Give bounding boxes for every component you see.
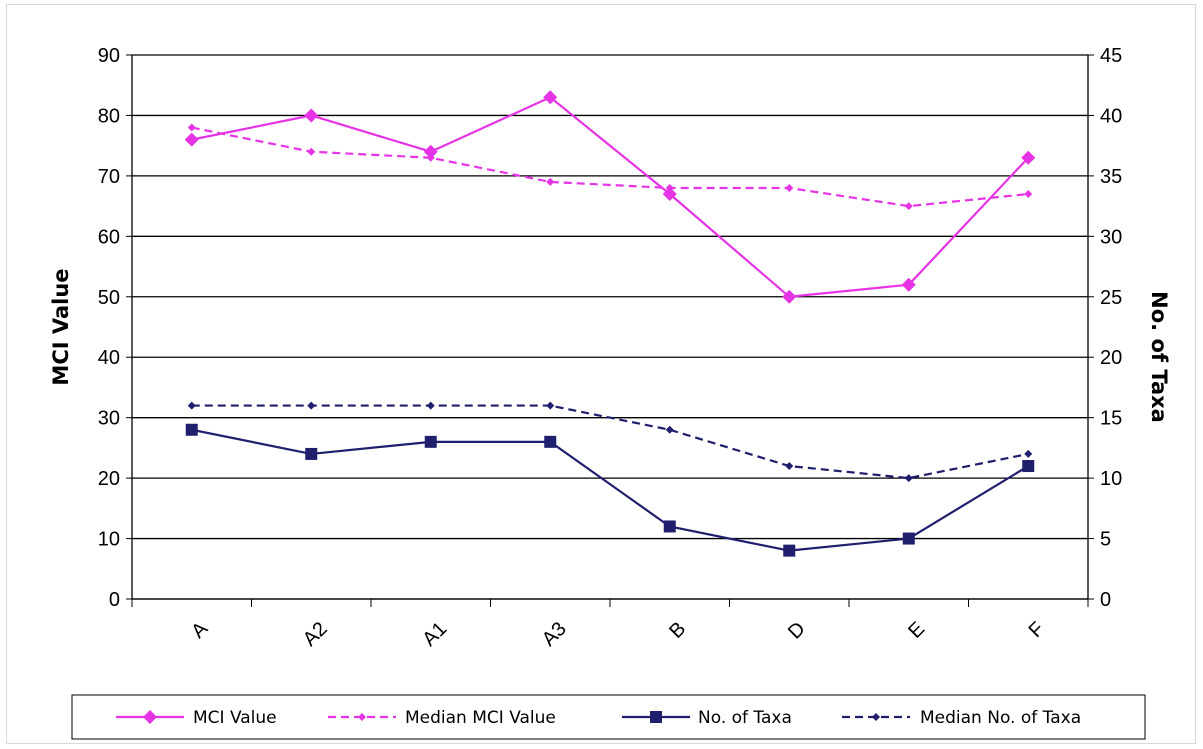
legend-marker bbox=[650, 711, 662, 723]
data-point bbox=[305, 447, 318, 460]
left-tick-label: 10 bbox=[98, 529, 120, 551]
data-point bbox=[1021, 150, 1036, 165]
data-point bbox=[426, 401, 435, 410]
data-point bbox=[423, 144, 438, 159]
data-point bbox=[665, 183, 674, 192]
data-point bbox=[1024, 190, 1033, 199]
data-point bbox=[901, 277, 916, 292]
data-point bbox=[543, 90, 558, 105]
x-tick-label: A bbox=[187, 617, 212, 642]
legend-label: Median No. of Taxa bbox=[920, 708, 1081, 728]
legend-box bbox=[71, 694, 1146, 740]
x-tick-label: B bbox=[665, 618, 690, 643]
right-tick-label: 5 bbox=[1100, 529, 1111, 551]
data-point bbox=[665, 425, 674, 434]
data-point bbox=[304, 108, 319, 123]
data-point bbox=[184, 132, 199, 147]
legend-marker bbox=[358, 713, 366, 721]
right-tick-label: 20 bbox=[1100, 347, 1122, 369]
data-point bbox=[544, 435, 557, 448]
data-point bbox=[187, 123, 196, 132]
data-point bbox=[187, 401, 196, 410]
data-point bbox=[426, 153, 435, 162]
data-point bbox=[1024, 449, 1033, 458]
data-point bbox=[185, 423, 198, 436]
data-point bbox=[1022, 460, 1035, 473]
chart-frame bbox=[6, 4, 1196, 744]
legend-label: Median MCI Value bbox=[405, 708, 556, 728]
data-point bbox=[782, 289, 797, 304]
right-axis-title: No. of Taxa bbox=[1147, 291, 1171, 423]
left-tick-label: 90 bbox=[98, 45, 120, 67]
right-tick-label: 15 bbox=[1100, 408, 1122, 430]
left-tick-label: 70 bbox=[98, 166, 120, 188]
data-point bbox=[904, 202, 913, 211]
data-point bbox=[307, 147, 316, 156]
data-point bbox=[424, 435, 437, 448]
right-tick-label: 35 bbox=[1100, 166, 1122, 188]
left-tick-label: 20 bbox=[98, 468, 120, 490]
data-point bbox=[546, 177, 555, 186]
right-tick-label: 0 bbox=[1100, 589, 1111, 611]
right-tick-label: 40 bbox=[1100, 105, 1122, 127]
legend-label: No. of Taxa bbox=[698, 708, 792, 728]
data-point bbox=[663, 520, 676, 533]
data-point bbox=[546, 401, 555, 410]
x-tick-label: E bbox=[904, 618, 929, 643]
x-tick-label: D bbox=[784, 618, 810, 644]
data-point bbox=[783, 544, 796, 557]
left-axis-title: MCI Value bbox=[49, 268, 73, 385]
right-tick-label: 30 bbox=[1100, 226, 1122, 248]
legend-marker bbox=[872, 713, 880, 721]
data-point bbox=[307, 401, 316, 410]
legend-label: MCI Value bbox=[193, 708, 277, 728]
left-tick-label: 40 bbox=[98, 347, 120, 369]
data-point bbox=[902, 532, 915, 545]
data-point bbox=[904, 474, 913, 483]
series-line-2 bbox=[191, 126, 1029, 208]
right-tick-label: 25 bbox=[1100, 287, 1122, 309]
x-tick-label: A2 bbox=[299, 618, 332, 651]
left-tick-label: 30 bbox=[98, 408, 120, 430]
series-line-4 bbox=[191, 404, 1029, 480]
data-point bbox=[785, 183, 794, 192]
data-point bbox=[785, 462, 794, 471]
right-tick-label: 10 bbox=[1100, 468, 1122, 490]
left-tick-label: 60 bbox=[98, 226, 120, 248]
left-tick-label: 50 bbox=[98, 287, 120, 309]
data-point bbox=[662, 187, 677, 202]
x-tick-label: A1 bbox=[418, 618, 451, 651]
series-line-3 bbox=[191, 428, 1029, 552]
right-tick-label: 45 bbox=[1100, 45, 1122, 67]
legend-marker bbox=[143, 710, 157, 724]
series-line-1 bbox=[191, 96, 1030, 298]
x-tick-label: F bbox=[1025, 618, 1049, 642]
left-tick-label: 80 bbox=[98, 105, 120, 127]
left-tick-label: 0 bbox=[109, 589, 120, 611]
x-tick-label: A3 bbox=[538, 618, 571, 651]
